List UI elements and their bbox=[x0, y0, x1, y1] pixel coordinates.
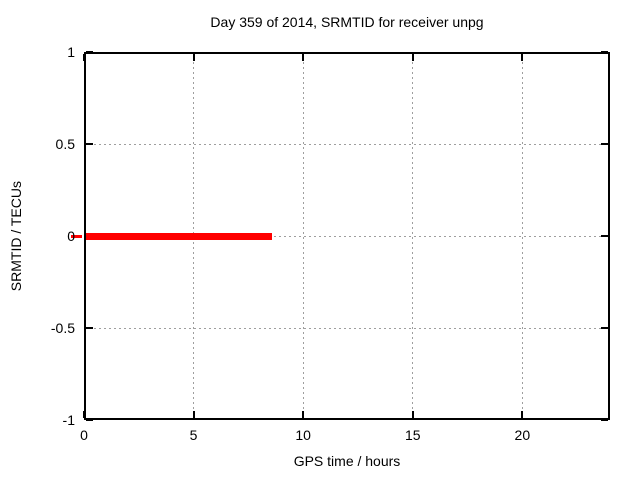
x-tick-mark bbox=[411, 411, 414, 418]
x-tick-label: 10 bbox=[295, 427, 311, 443]
x-tick-mark-top bbox=[521, 54, 524, 61]
y-tick-label: 0 bbox=[67, 228, 75, 244]
x-tick-label: 0 bbox=[80, 427, 88, 443]
y-axis-title-text: SRMTID / TECUs bbox=[8, 180, 24, 292]
y-tick-mark bbox=[86, 143, 93, 145]
x-tick-mark-top bbox=[302, 54, 305, 61]
y-tick-mark bbox=[86, 327, 93, 329]
series-line bbox=[84, 232, 273, 240]
y-tick-label: 1 bbox=[67, 44, 75, 60]
x-tick-label: 20 bbox=[514, 427, 531, 443]
y-tick-mark bbox=[86, 419, 93, 421]
x-tick-label: 15 bbox=[404, 427, 421, 443]
y-tick-mark-right bbox=[601, 419, 608, 421]
series-layer bbox=[71, 52, 610, 420]
x-tick-label: 5 bbox=[189, 427, 198, 443]
y-tick-label: -1 bbox=[62, 412, 75, 428]
axis-label-layer: 0 5 10 15 20 1 0.5 0 -0.5 -1 bbox=[51, 44, 610, 443]
x-tick-mark-top bbox=[411, 54, 414, 61]
x-tick-mark bbox=[302, 411, 305, 418]
y-tick-mark-right bbox=[601, 235, 608, 237]
plot-area: 0 5 10 15 20 1 0.5 0 -0.5 -1 bbox=[51, 44, 610, 443]
series-edge-dash bbox=[71, 234, 82, 238]
x-tick-mark bbox=[192, 411, 195, 418]
chart-title: Day 359 of 2014, SRMTID for receiver unp… bbox=[210, 14, 484, 30]
x-tick-mark-top bbox=[192, 54, 195, 61]
gridline-horizontal bbox=[84, 143, 610, 145]
y-tick-label: -0.5 bbox=[50, 320, 75, 336]
y-tick-label: 0.5 bbox=[55, 136, 75, 152]
x-tick-mark bbox=[521, 411, 524, 418]
y-axis-title: SRMTID / TECUs bbox=[4, 52, 28, 420]
y-tick-mark-right bbox=[601, 143, 608, 145]
gridline-horizontal bbox=[84, 327, 610, 329]
y-tick-mark-right bbox=[601, 327, 608, 329]
gridline-horizontal bbox=[84, 235, 610, 237]
x-axis-title: GPS time / hours bbox=[293, 453, 401, 469]
